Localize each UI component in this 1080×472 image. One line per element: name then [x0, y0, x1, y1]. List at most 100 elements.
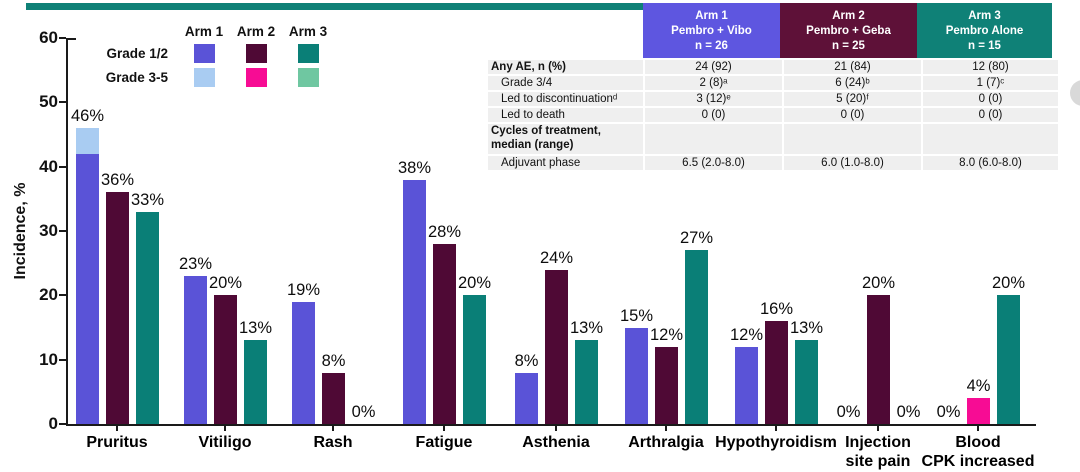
ae-summary-table: Arm 1 Pembro + Vibo n = 26 Arm 2 Pembro +…	[488, 3, 1058, 170]
bar-value-label: 8%	[321, 351, 346, 370]
table-cell: 6 (24)ᵇ	[784, 76, 921, 90]
x-category-label: Vitiligo	[198, 434, 252, 451]
table-cell	[923, 124, 1058, 154]
bar-arm2-grade-12	[655, 346, 678, 424]
bar-value-label: 15%	[619, 306, 654, 325]
bar-arm1-grade-12	[292, 301, 315, 424]
x-category-label: Pruritus	[86, 434, 148, 451]
bar-value-label: 28%	[427, 222, 462, 241]
bar-value-label: 38%	[397, 158, 432, 177]
x-category-label: Asthenia	[522, 434, 590, 451]
bar-arm3-grade-12	[136, 211, 159, 424]
bar-value-label: 0%	[836, 403, 861, 421]
x-category-label: Arthralgia	[628, 434, 704, 451]
y-tick-label: 50	[39, 92, 58, 112]
bar-value-label: 13%	[789, 319, 824, 338]
y-tick	[59, 101, 66, 104]
table-cell	[784, 124, 921, 154]
bar-value-label: 36%	[100, 171, 135, 190]
x-category-label: Injection site pain	[845, 434, 911, 470]
bar-value-label: 16%	[759, 300, 794, 319]
bar-value-label: 33%	[130, 190, 165, 209]
bar-arm1-grade-12	[76, 153, 99, 424]
y-tick	[59, 358, 66, 361]
x-category-tick	[443, 424, 445, 431]
y-tick-label: 20	[39, 285, 58, 305]
table-cell: 5 (20)ᶠ	[784, 92, 921, 106]
x-category-tick	[665, 424, 667, 431]
bar-value-label: 0%	[896, 403, 921, 421]
y-tick	[59, 230, 66, 232]
x-category-label: Rash	[313, 434, 353, 451]
x-category-tick	[775, 424, 777, 431]
table-cell: 3 (12)ᵉ	[645, 92, 782, 106]
bar-value-label: 12%	[649, 325, 684, 344]
table-cell: 1 (7)ᶜ	[923, 76, 1058, 90]
bar-value-label: 8%	[514, 351, 539, 370]
y-tick-label: 30	[39, 221, 58, 240]
top-accent-bar	[26, 3, 1052, 10]
legend-swatch-icon	[193, 44, 215, 63]
table-cell: 0 (0)	[645, 108, 782, 122]
bar-arm2-grade-12	[765, 321, 788, 424]
table-cell	[645, 124, 782, 154]
x-category-tick	[116, 424, 118, 431]
bar-value-label: 0%	[351, 403, 376, 421]
x-category-label: Blood CPK increased	[921, 434, 1035, 470]
table-row-label: Grade 3/4	[488, 76, 643, 90]
bar-value-label: 20%	[457, 274, 492, 293]
bar-arm3-grade-12	[575, 340, 598, 424]
legend-grade-label: Grade 3-5	[105, 70, 168, 85]
bar-arm2-grade-12	[545, 269, 568, 424]
bar-value-label: 27%	[679, 229, 714, 248]
x-category-tick	[877, 424, 879, 431]
table-row-label: Led to death	[488, 108, 643, 122]
bar-value-label: 20%	[861, 274, 896, 293]
x-category-tick	[332, 424, 334, 431]
x-category-tick	[555, 424, 557, 431]
table-arm-header: Arm 2 Pembro + Geba n = 25	[780, 3, 917, 58]
bar-value-label: 19%	[286, 280, 321, 299]
bar-arm1-grade-12	[403, 179, 426, 424]
bar-arm1-grade-35	[76, 128, 99, 154]
bar-arm2-grade-12	[214, 295, 237, 424]
x-category-label: Fatigue	[415, 434, 473, 451]
table-cell: 0 (0)	[784, 108, 921, 122]
y-axis-top-cap	[66, 38, 76, 40]
table-body: Any AE, n (%) 24 (92) 21 (84) 12 (80) Grade …	[488, 60, 1058, 170]
bar-arm1-grade-12	[184, 276, 207, 424]
bar-value-label: 20%	[991, 274, 1026, 293]
chart-legend: Arm 1 Arm 2 Arm 3 Grade 1/2 Grade 3-5	[96, 24, 334, 87]
table-row-label: Any AE, n (%)	[488, 60, 643, 74]
legend-swatch-cell	[282, 44, 334, 63]
legend-swatch-icon	[193, 68, 215, 87]
bar-arm2-grade-35	[967, 398, 990, 424]
table-row-label: Adjuvant phase	[488, 156, 643, 170]
legend-swatch-cell	[230, 44, 282, 63]
table-cell: 21 (84)	[784, 60, 921, 74]
bar-arm3-grade-12	[795, 340, 818, 424]
y-tick	[59, 294, 66, 297]
legend-swatch-icon	[245, 68, 267, 87]
edge-button[interactable]	[1070, 80, 1080, 106]
bar-arm3-grade-12	[685, 250, 708, 424]
y-tick	[59, 165, 66, 168]
bar-arm3-grade-12	[463, 295, 486, 424]
y-axis-line	[66, 38, 68, 426]
bar-arm2-grade-12	[322, 372, 345, 424]
table-cell: 6.5 (2.0-8.0)	[645, 156, 782, 170]
legend-swatch-cell	[178, 68, 230, 87]
y-tick	[59, 423, 66, 425]
bar-arm2-grade-12	[867, 295, 890, 424]
bar-value-label: 20%	[208, 274, 243, 293]
bar-arm2-grade-12	[433, 243, 456, 424]
bar-value-label: 0%	[936, 403, 961, 421]
x-category-tick	[977, 424, 979, 431]
table-arm-header: Arm 1 Pembro + Vibo n = 26	[643, 3, 780, 58]
y-tick-label: 0	[48, 414, 58, 433]
bar-arm3-grade-12	[244, 340, 267, 424]
bar-value-label: 46%	[70, 107, 105, 126]
bar-arm2-grade-12	[106, 192, 129, 424]
table-row-label: Led to discontinuationᵈ	[488, 92, 643, 106]
